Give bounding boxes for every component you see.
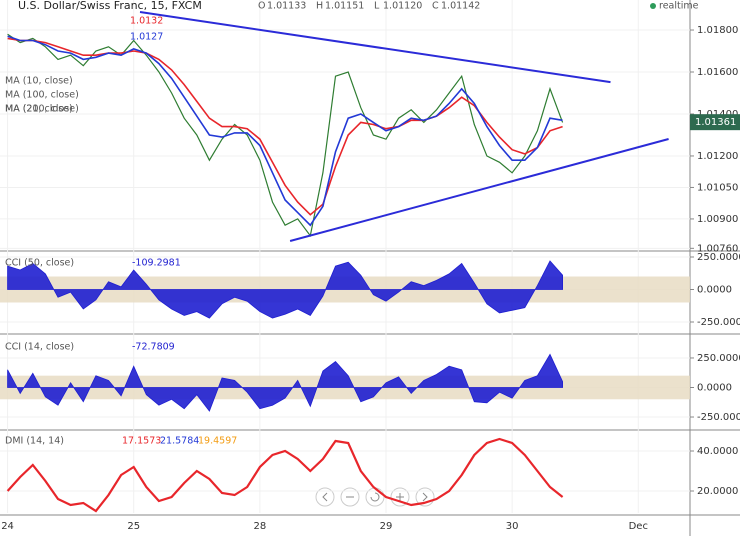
last-price-label: 1.01361 [695, 117, 736, 128]
price-line [7, 33, 564, 238]
status-dot [650, 3, 656, 9]
last-price-box [690, 114, 740, 131]
legend-value: 17.1573 [122, 436, 161, 447]
y-tick-label: -250.0000 [697, 412, 740, 423]
ma-line [7, 35, 563, 227]
cci-area [7, 353, 564, 412]
y-tick-label: 20.0000 [697, 486, 738, 497]
legend-name: MA (200, close) [5, 104, 79, 115]
trendline [289, 138, 669, 242]
ohlc-label: H [316, 1, 323, 12]
legend-name: MA (10, close) [5, 76, 73, 87]
legend-value: 21.5784 [160, 436, 199, 447]
ohlc-label: O [258, 1, 265, 12]
y-tick-label: 1.01600 [697, 67, 738, 78]
x-tick-label: 28 [253, 521, 266, 532]
ohlc-label: L [374, 1, 380, 12]
dmi-line [6, 437, 564, 513]
y-tick-label: 1.01050 [697, 182, 738, 193]
legend-value: 19.4597 [198, 436, 237, 447]
legend-name: CCI (14, close) [5, 342, 74, 353]
ohlc-value: 1.01142 [441, 1, 480, 12]
legend-name: CCI (50, close) [5, 258, 74, 269]
y-tick-label: 0.0000 [697, 382, 732, 393]
legend-value: 1.0127 [130, 32, 163, 43]
y-tick-label: 250.0000 [697, 353, 740, 364]
legend-name: DMI (14, 14) [5, 436, 64, 447]
y-tick-label: 250.0000 [697, 252, 740, 263]
status: realtime [659, 1, 699, 12]
y-tick-label: 1.01200 [697, 151, 738, 162]
ohlc-label: C [432, 1, 439, 12]
cci-area [7, 260, 564, 319]
legend-value: -72.7809 [132, 342, 175, 353]
x-tick-label: Dec [629, 521, 648, 532]
ohlc-value: 1.01133 [267, 1, 306, 12]
legend-name: MA (100, close) [5, 90, 79, 101]
y-tick-label: 1.00900 [697, 214, 738, 225]
legend-value: -109.2981 [132, 258, 181, 269]
y-tick-label: 1.00760 [697, 243, 738, 254]
y-tick-label: 1.01800 [697, 25, 738, 36]
y-tick-label: 0.0000 [697, 284, 732, 295]
legend-value: 1.0132 [130, 16, 163, 27]
ohlc-value: 1.01120 [383, 1, 422, 12]
chart-title: U.S. Dollar/Swiss Franc, 15, FXCM [18, 0, 202, 12]
y-tick-label: -250.0000 [697, 317, 740, 328]
x-tick-label: 24 [1, 521, 14, 532]
legend-name: MA (21, close) [5, 104, 73, 115]
ohlc-value: 1.01151 [325, 1, 364, 12]
trendline [139, 11, 611, 84]
x-tick-label: 30 [506, 521, 519, 532]
ma-line [7, 37, 563, 216]
y-tick-label: 40.0000 [697, 446, 738, 457]
x-tick-label: 25 [127, 521, 140, 532]
x-tick-label: 29 [380, 521, 393, 532]
